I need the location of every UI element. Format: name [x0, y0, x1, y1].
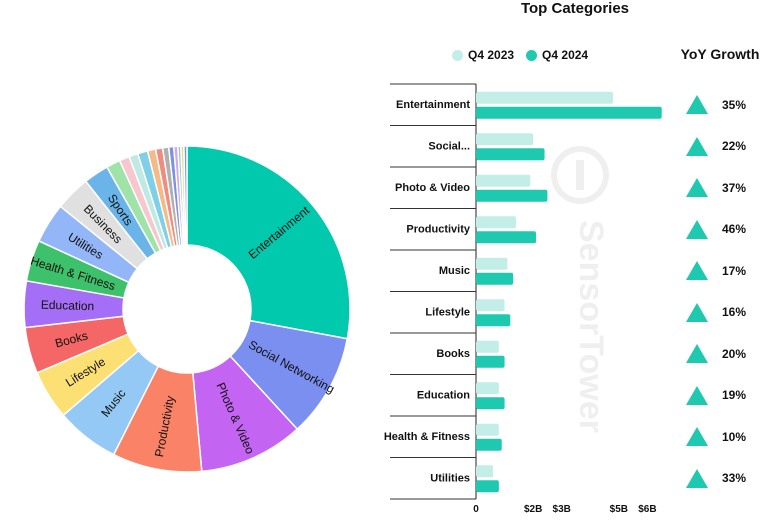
- up-triangle-icon: [686, 344, 708, 364]
- bar-utilities-q4-2024: [476, 480, 499, 493]
- category-label-entertainment: Entertainment: [396, 99, 470, 111]
- yoy-row: 16%: [686, 300, 766, 324]
- bar-lifestyle-q4-2023: [476, 299, 505, 312]
- donut-label-education: Education: [41, 298, 95, 314]
- bar-education-q4-2024: [476, 397, 505, 410]
- bar-entertainment-q4-2023: [476, 91, 614, 104]
- bar-books-q4-2023: [476, 340, 499, 353]
- category-label-lifestyle: Lifestyle: [425, 306, 470, 318]
- x-tick-label: $6B: [638, 504, 656, 515]
- category-label-education: Education: [417, 389, 470, 401]
- yoy-value: 22%: [722, 139, 747, 154]
- legend: Q4 2023 Q4 2024: [452, 48, 588, 62]
- x-tick-label: 0: [473, 504, 479, 515]
- bar-utilities-q4-2023: [476, 465, 494, 478]
- yoy-row: 20%: [686, 342, 766, 366]
- up-triangle-icon: [686, 136, 708, 156]
- yoy-value: 19%: [722, 388, 747, 403]
- yoy-row: 35%: [686, 93, 766, 117]
- up-triangle-icon: [686, 385, 708, 405]
- up-triangle-icon: [686, 468, 708, 488]
- bar-lifestyle-q4-2024: [476, 314, 511, 327]
- bar-health-fitness-q4-2024: [476, 438, 502, 451]
- legend-swatch-q4-2024: [526, 49, 538, 61]
- up-triangle-icon: [686, 95, 708, 115]
- bar-health-fitness-q4-2023: [476, 423, 499, 436]
- up-triangle-icon: [686, 427, 708, 447]
- yoy-row: 17%: [686, 259, 766, 283]
- category-label-productivity: Productivity: [406, 223, 470, 235]
- legend-item-q4-2023: Q4 2023: [452, 48, 514, 62]
- category-label-social-: Social...: [428, 140, 470, 152]
- category-label-health-fitness: Health & Fitness: [384, 431, 470, 443]
- up-triangle-icon: [686, 261, 708, 281]
- legend-label-q4-2023: Q4 2023: [468, 48, 515, 62]
- yoy-value: 16%: [722, 305, 747, 320]
- yoy-row: 46%: [686, 217, 766, 241]
- yoy-value: 33%: [722, 471, 747, 486]
- yoy-value: 17%: [722, 263, 747, 278]
- bar-social--q4-2023: [476, 133, 534, 146]
- yoy-growth-title: YoY Growth: [680, 46, 760, 62]
- yoy-value: 37%: [722, 180, 747, 195]
- x-tick-label: $3B: [553, 504, 571, 515]
- yoy-value: 46%: [722, 222, 747, 237]
- category-label-utilities: Utilities: [430, 472, 470, 484]
- donut-slice-entertainment: [186, 145, 351, 340]
- category-label-music: Music: [439, 265, 470, 277]
- yoy-row: 33%: [686, 466, 766, 490]
- bar-music-q4-2023: [476, 257, 508, 270]
- watermark-text: SensorTower: [572, 220, 610, 433]
- chart-title: Top Categories: [520, 0, 630, 17]
- bar-productivity-q4-2023: [476, 216, 516, 229]
- yoy-value: 20%: [722, 346, 747, 361]
- x-tick-label: $5B: [610, 504, 628, 515]
- bar-productivity-q4-2024: [476, 231, 536, 244]
- watermark-logo: SensorTower: [551, 146, 610, 433]
- legend-swatch-q4-2023: [452, 49, 463, 61]
- bar-social--q4-2024: [476, 148, 545, 161]
- bar-photo-video-q4-2024: [476, 189, 548, 202]
- bar-education-q4-2023: [476, 382, 499, 395]
- yoy-row: 22%: [686, 134, 766, 158]
- bar-music-q4-2024: [476, 272, 514, 285]
- category-label-photo-video: Photo & Video: [395, 182, 470, 194]
- yoy-value: 35%: [722, 97, 747, 112]
- bar-entertainment-q4-2024: [476, 106, 662, 119]
- x-tick-label: $2B: [524, 504, 542, 515]
- bar-books-q4-2024: [476, 355, 505, 368]
- yoy-row: 10%: [686, 425, 766, 449]
- yoy-row: 19%: [686, 383, 766, 407]
- up-triangle-icon: [686, 219, 708, 239]
- up-triangle-icon: [686, 178, 708, 198]
- up-triangle-icon: [686, 302, 708, 322]
- category-label-books: Books: [436, 348, 470, 360]
- legend-label-q4-2024: Q4 2024: [542, 48, 589, 62]
- yoy-value: 10%: [722, 429, 747, 444]
- yoy-row: 37%: [686, 176, 766, 200]
- legend-item-q4-2024: Q4 2024: [526, 48, 588, 62]
- bar-photo-video-q4-2023: [476, 174, 531, 187]
- donut-slice-other-23: [183, 145, 188, 246]
